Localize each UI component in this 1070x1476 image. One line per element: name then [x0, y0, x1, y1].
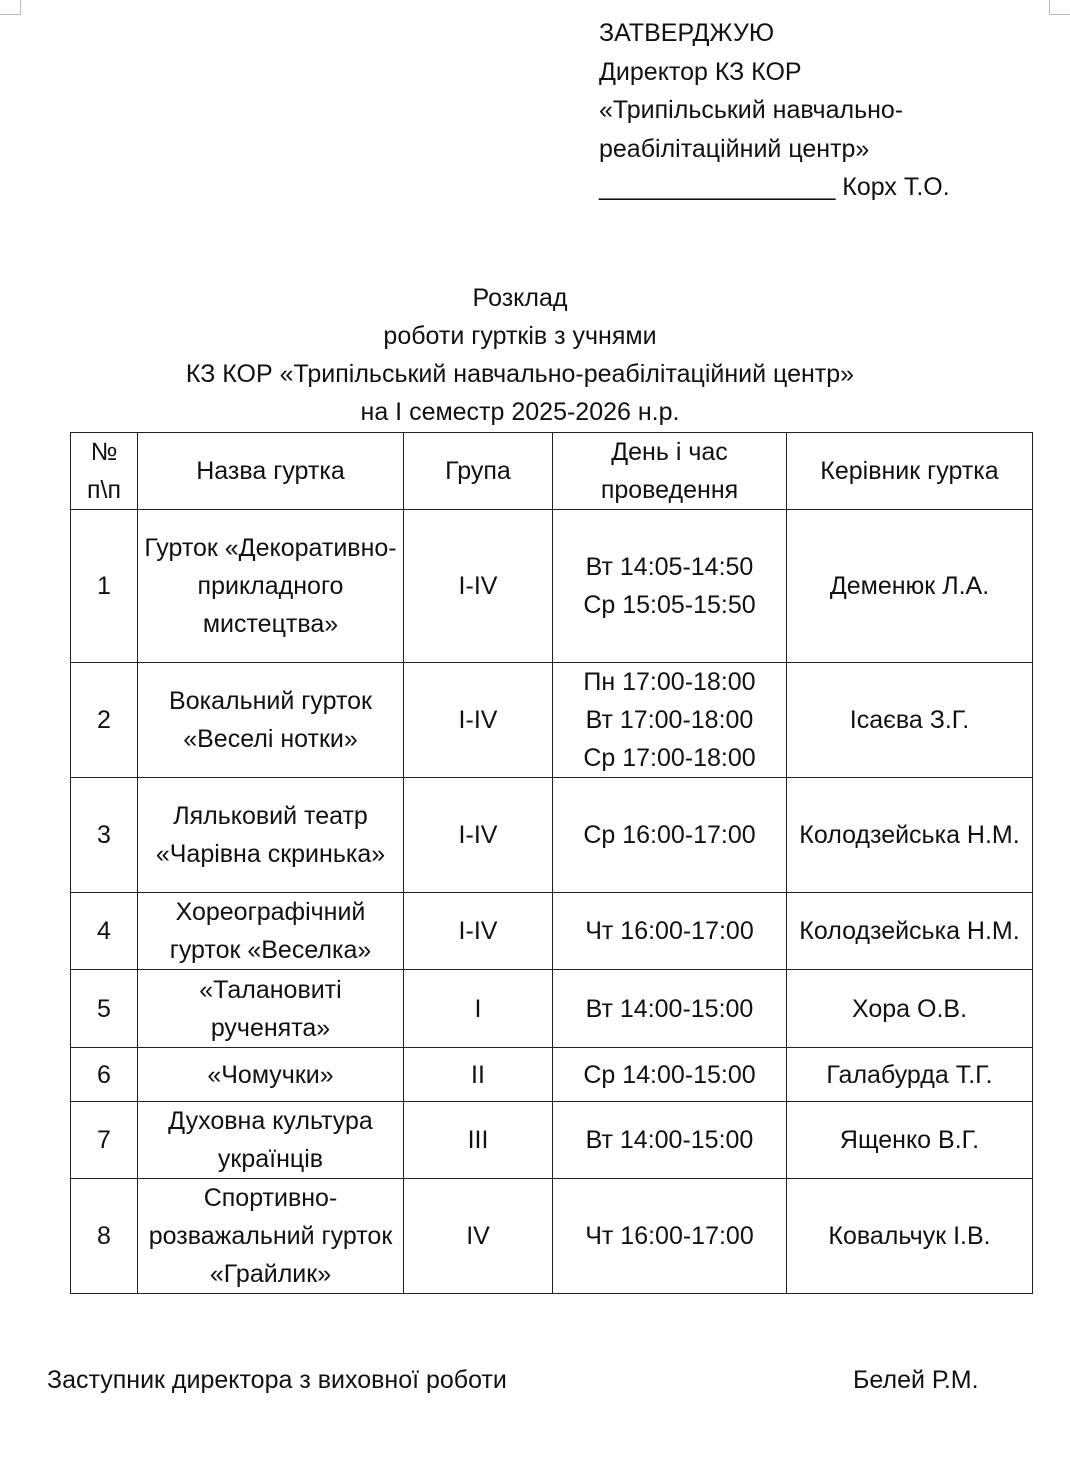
time-slot: Вт 17:00-18:00: [585, 706, 754, 734]
cell-leader: Ковальчук І.В.: [786, 1178, 1033, 1294]
cell-group: I-IV: [403, 662, 553, 778]
page-corner-mark: [0, 0, 21, 15]
cell-group: II: [403, 1047, 553, 1102]
time-slot: Ср 17:00-18:00: [583, 744, 756, 772]
approval-signature: _________________ Корх Т.О.: [599, 173, 950, 201]
time-slot: Ср 16:00-17:00: [583, 821, 756, 849]
header-cell: Керівник гуртка: [786, 432, 1033, 510]
cell-name: Гурток «Декоративно-прикладного мистецтв…: [137, 509, 404, 663]
time-slot: Ср 15:05-15:50: [583, 591, 756, 619]
page-corner-mark: [1049, 0, 1070, 15]
cell-leader: Ященко В.Г.: [786, 1101, 1033, 1179]
cell-time: Вт 14:00-15:00: [552, 969, 787, 1048]
cell-leader: Колодзейська Н.М.: [786, 777, 1033, 893]
cell-time: Ср 16:00-17:00: [552, 777, 787, 893]
table-row: 5 «Талановиті рученята» I Вт 14:00-15:00 Хор…: [70, 969, 1033, 1048]
cell-name: Спортивно-розважальний гурток «Грайлик»: [137, 1178, 404, 1294]
cell-time: Вт 14:05-14:50 Ср 15:05-15:50: [552, 509, 787, 663]
cell-group: I-IV: [403, 509, 553, 663]
title-line: КЗ КОР «Трипільський навчально-реабіліта…: [185, 360, 855, 388]
title-line: Розклад: [472, 284, 568, 312]
approval-line: Директор КЗ КОР: [599, 57, 802, 86]
table-row: 6 «Чомучки» II Ср 14:00-15:00 Галабурда Т.Г.: [70, 1047, 1033, 1102]
footer-position: Заступник директора з виховної роботи: [47, 1366, 507, 1394]
cell-num: 3: [70, 777, 138, 893]
cell-num: 4: [70, 892, 138, 970]
time-slot: Вт 14:05-14:50: [585, 553, 754, 581]
cell-num: 6: [70, 1047, 138, 1102]
cell-time: Чт 16:00-17:00: [552, 892, 787, 970]
cell-time: Ср 14:00-15:00: [552, 1047, 787, 1102]
approval-line: реабілітаційний центр»: [599, 134, 870, 163]
time-slot: Ср 14:00-15:00: [583, 1060, 756, 1089]
document-title: Розклад роботи гуртків з учнями КЗ КОР «…: [0, 279, 1040, 431]
cell-group: III: [403, 1101, 553, 1179]
cell-group: I-IV: [403, 892, 553, 970]
cell-leader: Хора О.В.: [786, 969, 1033, 1048]
header-cell: Назва гуртка: [137, 432, 404, 510]
schedule-table: № п\п Назва гуртка Група День і час пров…: [70, 432, 1033, 1294]
cell-name: Хореографічний гурток «Веселка»: [137, 892, 404, 970]
header-cell: Група: [403, 432, 553, 510]
header-cell: № п\п: [70, 432, 138, 510]
approval-line: «Трипільський навчально-: [599, 96, 904, 124]
cell-name: Духовна культура українців: [137, 1101, 404, 1179]
table-header-row: № п\п Назва гуртка Група День і час пров…: [70, 432, 1033, 510]
cell-leader: Галабурда Т.Г.: [786, 1047, 1033, 1102]
cell-num: 7: [70, 1101, 138, 1179]
table-row: 3 Ляльковий театр «Чарівна скринька» I-IV С…: [70, 777, 1033, 893]
cell-name: Вокальний гурток «Веселі нотки»: [137, 662, 404, 778]
time-slot: Пн 17:00-18:00: [583, 668, 756, 696]
approval-line: ЗАТВЕРДЖУЮ: [599, 19, 775, 47]
cell-group: IV: [403, 1178, 553, 1294]
cell-num: 8: [70, 1178, 138, 1294]
cell-leader: Ісаєва З.Г.: [786, 662, 1033, 778]
table-row: 7 Духовна культура українців III Вт 14:00-1…: [70, 1101, 1033, 1179]
cell-time: Пн 17:00-18:00 Вт 17:00-18:00 Ср 17:00-18:…: [552, 662, 787, 778]
title-line: роботи гуртків з учнями: [383, 322, 657, 350]
time-slot: Вт 14:00-15:00: [585, 1126, 754, 1154]
table-row: 4 Хореографічний гурток «Веселка» I-IV Чт 1…: [70, 892, 1033, 970]
table-row: 8 Спортивно-розважальний гурток «Грайлик»…: [70, 1178, 1033, 1294]
cell-time: Чт 16:00-17:00: [552, 1178, 787, 1294]
approval-block: ЗАТВЕРДЖУЮ Директор КЗ КОР «Трипільський…: [599, 14, 950, 207]
time-slot: Чт 16:00-17:00: [585, 1222, 754, 1250]
table-row: 1 Гурток «Декоративно-прикладного мистецт…: [70, 509, 1033, 663]
cell-group: I-IV: [403, 777, 553, 893]
header-cell: День і час проведення: [552, 432, 787, 510]
cell-name: Ляльковий театр «Чарівна скринька»: [137, 777, 404, 893]
time-slot: Чт 16:00-17:00: [585, 917, 754, 945]
table-row: 2 Вокальний гурток «Веселі нотки» I-IV Пн 1…: [70, 662, 1033, 778]
cell-name: «Талановиті рученята»: [137, 969, 404, 1048]
cell-leader: Деменюк Л.А.: [786, 509, 1033, 663]
footer-name: Белей Р.М.: [853, 1366, 979, 1394]
time-slot: Вт 14:00-15:00: [585, 994, 754, 1023]
cell-leader: Колодзейська Н.М.: [786, 892, 1033, 970]
title-line: на І семестр 2025-2026 н.р.: [360, 398, 680, 426]
cell-group: I: [403, 969, 553, 1048]
cell-num: 1: [70, 509, 138, 663]
cell-name: «Чомучки»: [137, 1047, 404, 1102]
cell-time: Вт 14:00-15:00: [552, 1101, 787, 1179]
cell-num: 5: [70, 969, 138, 1048]
cell-num: 2: [70, 662, 138, 778]
